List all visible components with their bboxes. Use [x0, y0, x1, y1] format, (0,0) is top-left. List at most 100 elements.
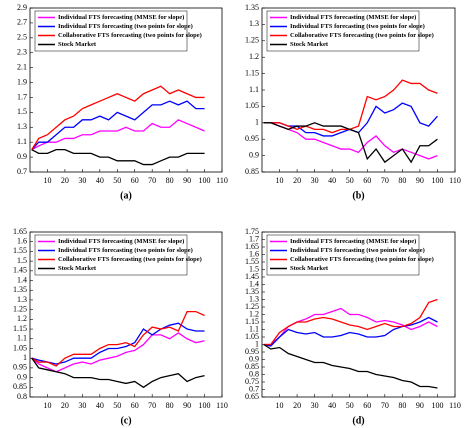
y-tick-label: 1.05 [13, 343, 27, 352]
x-tick-label: 90 [416, 401, 424, 410]
x-tick-label: 110 [449, 176, 461, 185]
y-tick-label: 1.15 [13, 324, 27, 333]
y-tick-label: 0.8 [17, 392, 27, 401]
y-tick-label: 1.3 [249, 294, 259, 303]
series-line [263, 316, 438, 347]
legend-label: Stock Market [58, 41, 97, 48]
y-tick-label: 1.1 [249, 85, 259, 94]
y-tick-label: 1.55 [13, 246, 27, 255]
series-line [31, 310, 205, 367]
series-line [31, 100, 205, 151]
y-tick-label: 1 [255, 339, 259, 348]
legend-box [266, 10, 420, 52]
y-tick-label: 0.95 [245, 134, 259, 143]
legend-label: Collaborative FTS forecasting (two point… [290, 32, 434, 39]
y-tick-label: 2.1 [17, 62, 27, 71]
y-tick-label: 1.05 [245, 332, 259, 341]
x-tick-label: 70 [381, 176, 389, 185]
legend-label: Stock Market [58, 265, 97, 272]
legend-label: Individual FTS forecasting (two points f… [290, 23, 425, 30]
x-tick-label: 40 [328, 401, 336, 410]
series-line [31, 357, 205, 389]
x-tick-label: 90 [183, 176, 191, 185]
y-tick-label: 1.45 [245, 272, 259, 281]
x-tick-label: 100 [431, 176, 443, 185]
y-tick-label: 0.65 [245, 392, 259, 401]
x-tick-label: 100 [431, 401, 443, 410]
y-tick-label: 1.1 [17, 137, 27, 146]
x-tick-label: 60 [131, 401, 139, 410]
y-tick-label: 0.9 [17, 372, 27, 381]
y-tick-label: 0.95 [13, 363, 27, 372]
y-tick-label: 0.9 [249, 354, 259, 363]
y-tick-label: 1.7 [17, 92, 27, 101]
legend-label: Individual FTS forecasting (two points f… [58, 247, 193, 254]
x-tick-label: 30 [78, 176, 86, 185]
x-tick-label: 60 [363, 176, 371, 185]
y-tick-label: 0.85 [245, 167, 259, 176]
x-tick-label: 50 [346, 401, 354, 410]
panel-caption: (c) [120, 415, 131, 426]
series-line [263, 122, 438, 160]
legend-box [266, 234, 420, 276]
x-tick-label: 70 [148, 176, 156, 185]
y-tick-label: 2.3 [17, 48, 27, 57]
y-tick-label: 1.2 [17, 314, 27, 323]
series-line [31, 148, 205, 166]
y-tick-label: 1.35 [245, 3, 259, 12]
x-tick-label: 100 [199, 176, 211, 185]
legend-label: Stock Market [290, 265, 329, 272]
y-tick-label: 1 [255, 118, 259, 127]
x-tick-label: 40 [328, 176, 336, 185]
y-tick-label: 0.9 [249, 150, 259, 159]
y-tick-label: 0.9 [17, 152, 27, 161]
x-tick-label: 10 [43, 176, 51, 185]
series-line [263, 298, 438, 346]
y-tick-label: 1.45 [13, 266, 27, 275]
x-tick-label: 20 [61, 176, 69, 185]
y-tick-label: 0.75 [245, 377, 259, 386]
series-line [263, 122, 438, 164]
legend-label: Individual FTS forecasting (MMSE for slo… [58, 238, 184, 245]
y-tick-label: 2.9 [17, 3, 27, 12]
series-line [263, 102, 438, 137]
series-line [31, 85, 205, 150]
y-tick-label: 1.4 [17, 275, 27, 284]
x-tick-label: 60 [363, 401, 371, 410]
legend-label: Collaborative FTS forecasting (two point… [58, 32, 202, 39]
legend-label: Stock Market [290, 41, 329, 48]
y-tick-label: 1.15 [245, 68, 259, 77]
y-tick-label: 1 [23, 353, 27, 362]
legend-label: Collaborative FTS forecasting (two point… [58, 256, 202, 263]
y-tick-label: 1.5 [249, 264, 259, 273]
y-tick-label: 1.55 [245, 257, 259, 266]
x-tick-label: 30 [311, 176, 319, 185]
legend-label: Individual FTS forecasting (MMSE for slo… [290, 14, 416, 21]
x-tick-label: 20 [293, 401, 301, 410]
y-tick-label: 1.3 [249, 19, 259, 28]
x-tick-label: 90 [416, 176, 424, 185]
x-tick-label: 90 [183, 401, 191, 410]
y-tick-label: 1.5 [17, 256, 27, 265]
panel-caption: (b) [352, 190, 364, 201]
x-tick-label: 20 [61, 401, 69, 410]
y-tick-label: 1.05 [245, 101, 259, 110]
legend-label: Individual FTS forecasting (MMSE for slo… [290, 238, 416, 245]
y-tick-label: 1.1 [249, 324, 259, 333]
x-tick-label: 50 [346, 176, 354, 185]
y-tick-label: 1.65 [13, 227, 27, 236]
legend-label: Individual FTS forecasting (two points f… [290, 247, 425, 254]
y-tick-label: 1.6 [249, 249, 259, 258]
y-tick-label: 1.4 [249, 279, 259, 288]
y-tick-label: 0.95 [245, 347, 259, 356]
y-tick-label: 1.15 [245, 317, 259, 326]
legend-label: Individual FTS forecasting (two points f… [58, 23, 193, 30]
x-tick-label: 20 [293, 176, 301, 185]
series-line [263, 343, 438, 389]
x-tick-label: 40 [96, 401, 104, 410]
legend-box [34, 10, 188, 52]
legend-box [34, 234, 188, 276]
y-tick-label: 1.25 [245, 36, 259, 45]
y-tick-label: 1.25 [245, 302, 259, 311]
